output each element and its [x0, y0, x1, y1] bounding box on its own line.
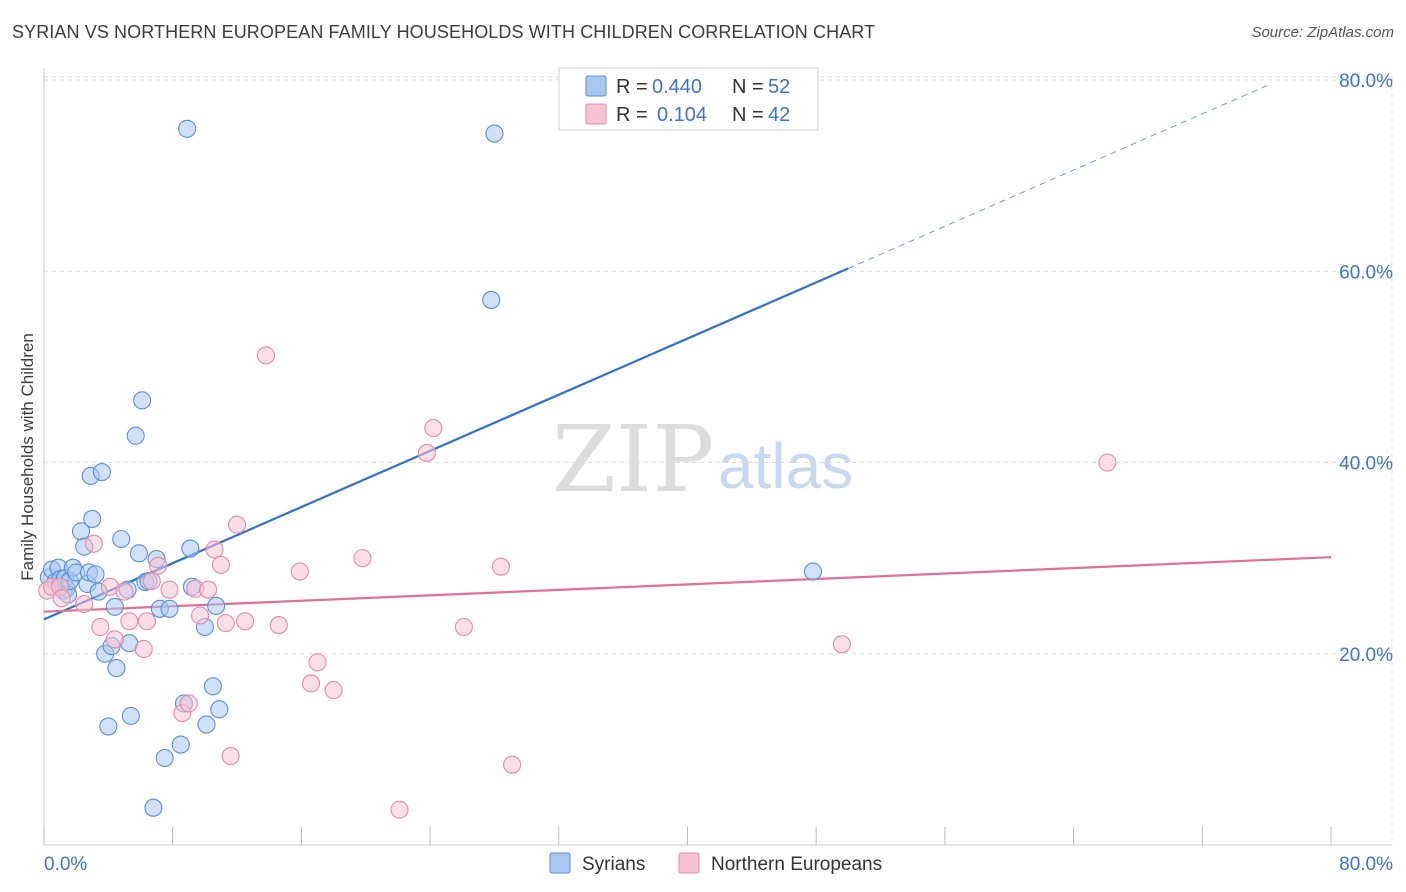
point-northern-europeans-26	[236, 612, 255, 631]
grid-lines	[44, 76, 1393, 845]
point-northern-europeans-24	[221, 747, 240, 766]
point-northern-europeans-19	[190, 606, 210, 625]
legend-swatch-northern-europeans	[585, 103, 607, 125]
legend-n-value-syrians: 52	[768, 76, 790, 98]
series-legend-label-syrians: Syrians	[582, 854, 645, 875]
point-northern-europeans-20	[199, 580, 218, 599]
point-northern-europeans-33	[390, 800, 409, 819]
point-northern-europeans-41	[302, 674, 321, 693]
x-tick-label-0: 0.0%	[44, 854, 87, 875]
y-axis-label: Family Households with Children	[18, 333, 37, 581]
series-legend-label-northern-europeans: Northern Europeans	[711, 854, 882, 875]
legend-n-label-syrians: N =	[732, 76, 764, 98]
point-northern-europeans-40	[1098, 453, 1117, 472]
y-tick-label-60: 60.0%	[1339, 262, 1393, 283]
point-northern-europeans-29	[290, 562, 309, 581]
point-northern-europeans-5	[84, 534, 103, 553]
point-northern-europeans-36	[454, 617, 473, 637]
point-syrians-32	[133, 391, 152, 410]
legend-n-label-northern: N =	[732, 104, 764, 126]
point-northern-europeans-17	[179, 694, 198, 713]
point-northern-europeans-37	[491, 557, 510, 576]
point-northern-europeans-4	[75, 594, 94, 614]
point-syrians-20	[92, 463, 111, 482]
legend-swatch-syrians	[585, 75, 607, 97]
point-northern-europeans-39	[832, 635, 851, 654]
point-syrians-48	[207, 596, 226, 615]
point-syrians-51	[485, 124, 504, 143]
point-northern-europeans-35	[424, 419, 443, 438]
point-northern-europeans-15	[160, 580, 179, 599]
y-tick-labels: 20.0% 40.0% 60.0% 80.0%	[1339, 71, 1393, 666]
point-syrians-43	[181, 539, 200, 558]
point-northern-europeans-30	[308, 653, 327, 672]
point-northern-europeans-12	[137, 612, 157, 631]
trend-lines	[43, 85, 1332, 621]
series-legend-swatch-syrians	[549, 852, 571, 874]
point-syrians-25	[107, 659, 126, 678]
point-syrians-47	[203, 677, 222, 696]
legend-r-label-syrians: R =	[616, 76, 648, 98]
data-points	[38, 119, 1117, 819]
series-legend: Syrians Northern Europeans	[549, 852, 882, 875]
point-northern-europeans-21	[205, 540, 224, 559]
point-syrians-39	[160, 599, 179, 618]
point-syrians-22	[99, 717, 118, 736]
stats-legend: R = 0.440 N = 52 R = 0.104 N = 42	[558, 67, 819, 131]
trend-line-northern-europeans	[43, 556, 1332, 613]
point-syrians-24	[105, 597, 124, 616]
watermark-zip: ZIP	[552, 406, 714, 513]
point-northern-europeans-8	[105, 630, 124, 649]
point-syrians-31	[129, 544, 148, 563]
point-syrians-29	[121, 706, 140, 725]
legend-r-value-syrians: 0.440	[652, 76, 702, 98]
point-northern-europeans-23	[216, 614, 235, 633]
point-northern-europeans-6	[91, 617, 110, 637]
point-northern-europeans-14	[149, 556, 168, 575]
point-northern-europeans-31	[324, 681, 343, 700]
axes	[43, 68, 1392, 846]
point-northern-europeans-38	[503, 755, 522, 774]
point-syrians-17	[83, 509, 102, 528]
point-syrians-18	[86, 565, 105, 584]
source-credit: Source: ZipAtlas.com	[1251, 24, 1394, 41]
point-syrians-52	[803, 562, 823, 581]
legend-r-label-northern: R =	[616, 104, 648, 126]
point-northern-europeans-13	[142, 572, 161, 591]
point-northern-europeans-27	[256, 346, 276, 365]
trend-line-syrians	[43, 267, 849, 621]
point-northern-europeans-32	[353, 549, 372, 568]
point-syrians-38	[155, 748, 174, 768]
y-tick-label-20: 20.0%	[1339, 645, 1393, 666]
x-tick-label-80: 80.0%	[1339, 854, 1393, 875]
y-tick-label-40: 40.0%	[1339, 454, 1393, 475]
y-tick-label-80: 80.0%	[1339, 71, 1393, 92]
trend-line-extension-syrians	[848, 85, 1267, 269]
point-northern-europeans-3	[52, 589, 71, 608]
chart-title: SYRIAN VS NORTHERN EUROPEAN FAMILY HOUSE…	[12, 22, 876, 42]
point-northern-europeans-22	[211, 555, 231, 574]
point-northern-europeans-25	[228, 515, 247, 534]
point-syrians-35	[144, 798, 163, 817]
point-northern-europeans-11	[134, 639, 153, 659]
point-northern-europeans-10	[120, 612, 139, 631]
point-northern-europeans-28	[269, 616, 288, 635]
point-syrians-49	[210, 700, 229, 719]
point-northern-europeans-9	[115, 582, 134, 601]
point-syrians-46	[197, 715, 216, 734]
legend-r-value-northern: 0.104	[657, 104, 707, 126]
point-syrians-42	[178, 119, 197, 138]
point-syrians-50	[482, 290, 501, 309]
point-syrians-26	[112, 529, 131, 549]
watermark-atlas: atlas	[718, 430, 853, 502]
series-legend-swatch-northern-europeans	[678, 852, 700, 874]
point-syrians-30	[126, 426, 145, 445]
legend-n-value-northern: 42	[768, 104, 790, 126]
point-northern-europeans-34	[417, 443, 436, 462]
point-syrians-40	[171, 735, 190, 754]
